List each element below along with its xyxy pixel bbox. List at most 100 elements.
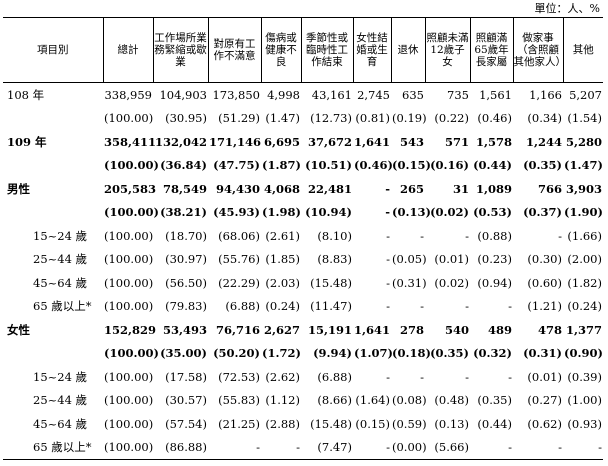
table-cell: (55.83) [218, 393, 260, 408]
table-cell: (68.06) [218, 228, 260, 243]
table-row: 男性 205,583 78,549 94,430 4,068 22,481 -265 31 1,… [3, 177, 603, 201]
header-business-closure: 工作場所業務緊縮或歇業 [152, 17, 208, 83]
table-row: 15~24 歲 (100.00) (18.70) (68.06) (2.61) (8.10… [3, 224, 603, 248]
table-cell: (0.00) [392, 440, 427, 455]
table-cell: - [465, 299, 469, 314]
table-cell: (1.82) [567, 275, 602, 290]
table-cell: 4,998 [267, 87, 300, 102]
table-cell: (0.81) [355, 111, 390, 126]
row-label: 15~24 歲 [33, 369, 88, 384]
table-cell: - [508, 299, 512, 314]
table-cell: 94,430 [215, 181, 260, 196]
table-cell: (0.24) [265, 299, 300, 314]
table-row: 25~44 歲 (100.00) (30.97) (55.76) (1.85) (8.83… [3, 248, 603, 272]
table-cell: (1.21) [527, 299, 562, 314]
table-cell: (0.34) [527, 111, 562, 126]
table-cell: 2,745 [357, 87, 390, 102]
table-cell: (1.00) [567, 393, 602, 408]
row-label [3, 107, 103, 131]
table-cell: (0.90) [564, 346, 603, 361]
table-cell: 104,903 [159, 87, 207, 102]
table-cell: 15,191 [307, 322, 352, 337]
table-cell: (0.93) [567, 416, 602, 431]
table-cell: 6,695 [263, 134, 300, 149]
table-cell: 3,903 [565, 181, 602, 196]
table-cell: (0.46) [354, 158, 393, 173]
table-cell: 1,244 [525, 134, 562, 149]
table-cell: - [385, 205, 390, 220]
table-cell: (0.30) [527, 252, 562, 267]
table-cell: (72.53) [218, 369, 260, 384]
table-cell: 540 [444, 322, 469, 337]
table-cell: (0.23) [477, 252, 512, 267]
table-cell: 571 [444, 134, 469, 149]
table-cell: (11.47) [310, 299, 352, 314]
row-label: 65 歲以上* [33, 440, 92, 455]
table-cell: (0.32) [473, 346, 512, 361]
table-cell: (0.37) [523, 205, 562, 220]
table-cell: 265 [399, 181, 424, 196]
table-cell: (100.00) [104, 228, 154, 243]
table-cell: 37,672 [307, 134, 352, 149]
table-cell: (2.03) [265, 275, 300, 290]
table-cell: 152,829 [104, 322, 157, 337]
table-cell: (1.47) [265, 111, 300, 126]
table-cell: (8.10) [317, 228, 352, 243]
table-cell: (1.87) [262, 158, 301, 173]
table-cell: 43,161 [311, 87, 352, 102]
table-cell: - [508, 440, 512, 455]
table-cell: (36.84) [160, 158, 207, 173]
table-cell: 358,411 [104, 134, 157, 149]
unemployment-reason-table: 項目別 總計 工作場所業務緊縮或歇業 對原有工作不滿意 傷病或健康不良 季節性或… [3, 17, 603, 460]
table-cell: (9.94) [313, 346, 352, 361]
table-cell: (17.58) [165, 369, 207, 384]
table-cell: (55.76) [218, 252, 260, 267]
row-label: 25~44 歲 [33, 393, 88, 408]
table-cell: (100.00) [104, 440, 154, 455]
table-cell: (12.73) [310, 111, 352, 126]
row-label: 65 歲以上* [33, 299, 92, 314]
table-cell: (21.25) [218, 416, 260, 431]
table-cell: (0.53) [473, 205, 512, 220]
table-cell: 338,959 [104, 87, 152, 102]
table-cell: 1,561 [479, 87, 512, 102]
table-cell: (86.88) [165, 440, 207, 455]
table-row: 45~64 歲 (100.00) (56.50) (22.29) (2.03) (15.4… [3, 271, 603, 295]
table-cell: (1.12) [265, 393, 300, 408]
table-cell: (0.27) [527, 393, 562, 408]
table-cell: (0.35) [477, 393, 512, 408]
table-cell: (0.31) [392, 275, 427, 290]
table-cell: (1.54) [567, 111, 602, 126]
table-cell: 1,377 [565, 322, 602, 337]
header-other: 其他 [562, 17, 603, 83]
header-item: 項目別 [37, 44, 69, 56]
row-label: 女性 [7, 322, 30, 337]
table-cell: (1.90) [564, 205, 603, 220]
table-cell: (51.29) [218, 111, 260, 126]
header-total: 總計 [102, 17, 153, 83]
table-cell: 53,493 [162, 322, 207, 337]
table-cell: 766 [537, 181, 562, 196]
table-cell: (0.01) [527, 369, 562, 384]
table-cell: (56.50) [165, 275, 207, 290]
table-cell: 132,042 [154, 134, 207, 149]
header-illness: 傷病或健康不良 [260, 17, 301, 83]
table-cell: (0.15) [355, 416, 390, 431]
table-cell: (5.66) [434, 440, 469, 455]
table-cell: (0.44) [473, 158, 512, 173]
table-cell: - [256, 440, 260, 455]
table-cell: 2,627 [263, 322, 300, 337]
table-cell: (0.13) [392, 205, 431, 220]
table-cell: 4,068 [263, 181, 300, 196]
table-cell: - [386, 275, 390, 290]
table-cell: 1,641 [354, 134, 391, 149]
row-label [3, 342, 103, 366]
header-seasonal-work-end: 季節性或臨時性工作結束 [300, 17, 353, 83]
table-cell: (2.62) [265, 369, 300, 384]
table-cell: (10.94) [305, 205, 352, 220]
table-row: (100.00) (30.95) (51.29) (1.47) (12.73) (0.81… [3, 107, 603, 131]
table-cell: (0.19) [392, 111, 427, 126]
table-cell: - [386, 369, 390, 384]
table-cell: 173,850 [212, 87, 260, 102]
table-cell: (1.66) [567, 228, 602, 243]
